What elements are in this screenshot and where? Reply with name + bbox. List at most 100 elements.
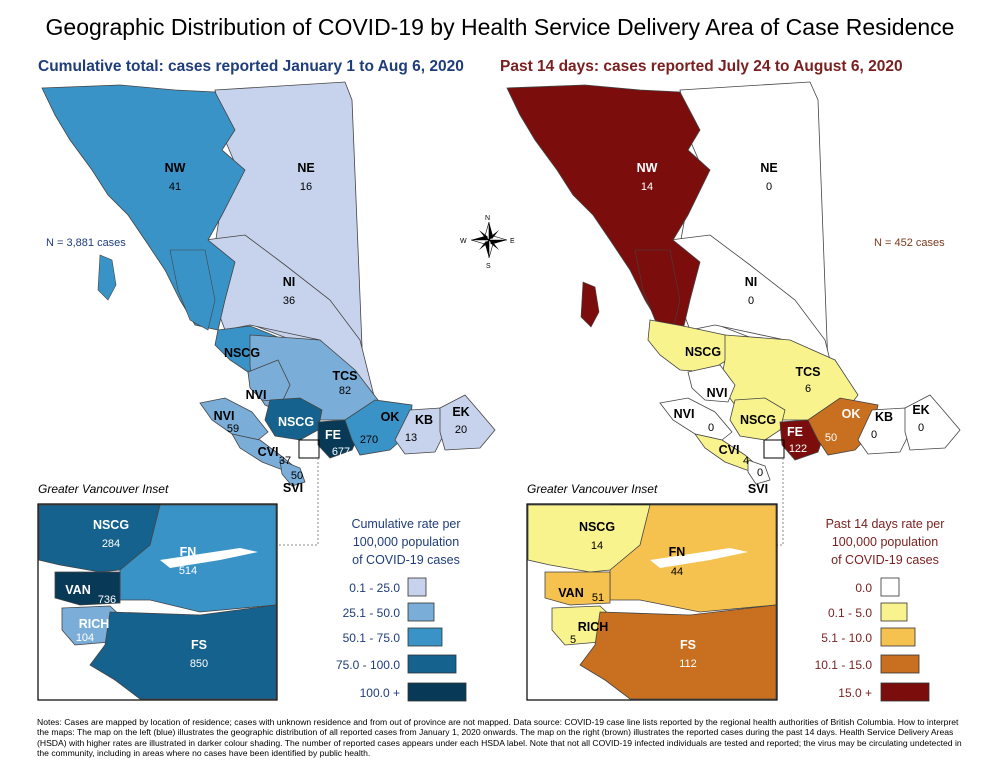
inset-title: Greater Vancouver Inset (527, 482, 658, 496)
inset-nscg[interactable] (527, 504, 651, 573)
region-label: NSCG (740, 413, 776, 427)
region-nvi-island[interactable] (659, 397, 733, 441)
legend-label: 50.1 - 75.0 (342, 631, 400, 645)
region-count: 82 (339, 385, 351, 397)
region-label: NSCG (685, 345, 721, 359)
region-label: NI (283, 275, 296, 289)
region-haida-gwaii (97, 254, 117, 301)
region-count: 14 (641, 181, 653, 193)
legend-label: 5.1 - 10.0 (821, 631, 872, 645)
region-count: 59 (227, 423, 239, 435)
region-count: 122 (789, 443, 807, 455)
inset-nscg[interactable] (38, 504, 161, 573)
region-count: 37 (279, 455, 291, 467)
legend-label: 15.0 + (838, 686, 872, 700)
region-north-coast-islands (169, 249, 216, 331)
inset-water (160, 548, 258, 568)
inset-locator-box (298, 439, 320, 459)
inset-van[interactable] (544, 571, 611, 606)
right-legend-swatches (880, 577, 930, 702)
region-count: 6 (805, 383, 811, 395)
compass-s: S (486, 263, 491, 270)
inset-count: 850 (190, 658, 208, 670)
inset-fs[interactable] (89, 604, 277, 700)
region-nw[interactable] (41, 84, 246, 331)
region-count: 16 (300, 181, 312, 193)
inset-label: FS (680, 638, 696, 652)
region-label: NI (745, 275, 758, 289)
region-count: 36 (283, 295, 295, 307)
left-legend-swatches (407, 577, 467, 702)
inset-count: 284 (102, 538, 120, 550)
region-ek[interactable] (904, 394, 961, 451)
region-nscg-south[interactable] (729, 397, 786, 441)
compass-e: E (510, 238, 515, 245)
region-label: EK (912, 403, 929, 417)
inset-label: FN (180, 545, 197, 559)
inset-label: FN (669, 545, 686, 559)
page-title: Geographic Distribution of COVID-19 by H… (45, 14, 955, 40)
right-province-map (506, 81, 961, 546)
inset-van[interactable] (54, 571, 121, 606)
region-label: TCS (796, 365, 821, 379)
inset-count: 5 (570, 634, 576, 646)
region-count: 4 (743, 455, 749, 467)
inset-count: 514 (179, 565, 197, 577)
region-count: 677 (332, 446, 350, 458)
region-svi[interactable] (747, 459, 771, 485)
inset-label: RICH (79, 617, 110, 631)
inset-count: 112 (679, 658, 697, 670)
region-count: 0 (871, 429, 877, 441)
inset-fs[interactable] (579, 604, 777, 700)
inset-locator-box (763, 439, 785, 459)
compass-rose-icon: N S E W (460, 215, 515, 270)
right-map-labels: NW 14 NE 0 NI 0 NSCG TCS 6 NVI NVI 0 NSC… (637, 161, 946, 496)
region-label: CVI (258, 445, 279, 459)
legend-label: 0.1 - 25.0 (349, 581, 400, 595)
region-label: SVI (283, 481, 303, 495)
region-label: CVI (719, 443, 740, 457)
inset-label: NSCG (579, 520, 615, 534)
inset-label: FS (191, 638, 207, 652)
region-label: FE (787, 425, 803, 439)
inset-leader-line (277, 458, 319, 546)
inset-label: RICH (578, 620, 609, 634)
right-map-subtitle: Past 14 days: cases reported July 24 to … (500, 58, 903, 75)
legend-label: 0.1 - 5.0 (827, 606, 872, 620)
left-inset-labels: Greater Vancouver Inset NSCG 284 FN 514 … (38, 482, 208, 670)
region-count: 0 (708, 422, 714, 434)
legend-label: 0.0 (855, 581, 872, 595)
notes-text: Notes: Cases are mapped by location of r… (37, 717, 962, 759)
region-label: NE (760, 161, 777, 175)
region-nw[interactable] (506, 84, 711, 331)
region-label: OK (842, 407, 861, 421)
region-label: NVI (214, 409, 235, 423)
legend-label: 25.1 - 50.0 (342, 606, 400, 620)
legend-label: 100.0 + (359, 686, 400, 700)
inset-count: 44 (671, 566, 683, 578)
region-ek[interactable] (439, 394, 496, 451)
region-count: 0 (748, 295, 754, 307)
region-count: 20 (455, 424, 467, 436)
region-nvi-coast[interactable] (687, 364, 736, 403)
right-inset-labels: Greater Vancouver Inset NSCG 14 FN 44 VA… (527, 482, 697, 670)
inset-label: VAN (65, 583, 90, 597)
inset-coast-water (39, 640, 90, 699)
region-nscg-south[interactable] (264, 397, 323, 441)
region-svi[interactable] (279, 459, 306, 487)
region-count: 0 (918, 422, 924, 434)
region-label: SVI (748, 482, 768, 496)
inset-count: 104 (76, 632, 94, 644)
legend-label: 75.0 - 100.0 (335, 658, 400, 672)
region-label: TCS (333, 369, 358, 383)
region-label: NVI (246, 388, 267, 402)
inset-label: VAN (558, 586, 583, 600)
region-label: NE (297, 161, 314, 175)
region-nvi-island[interactable] (199, 397, 269, 441)
region-count: 50 (291, 470, 303, 482)
region-label: NW (637, 161, 658, 175)
region-count: 270 (360, 434, 378, 446)
region-label: FE (325, 428, 341, 442)
inset-count: 51 (592, 592, 604, 604)
region-count: 13 (405, 432, 417, 444)
